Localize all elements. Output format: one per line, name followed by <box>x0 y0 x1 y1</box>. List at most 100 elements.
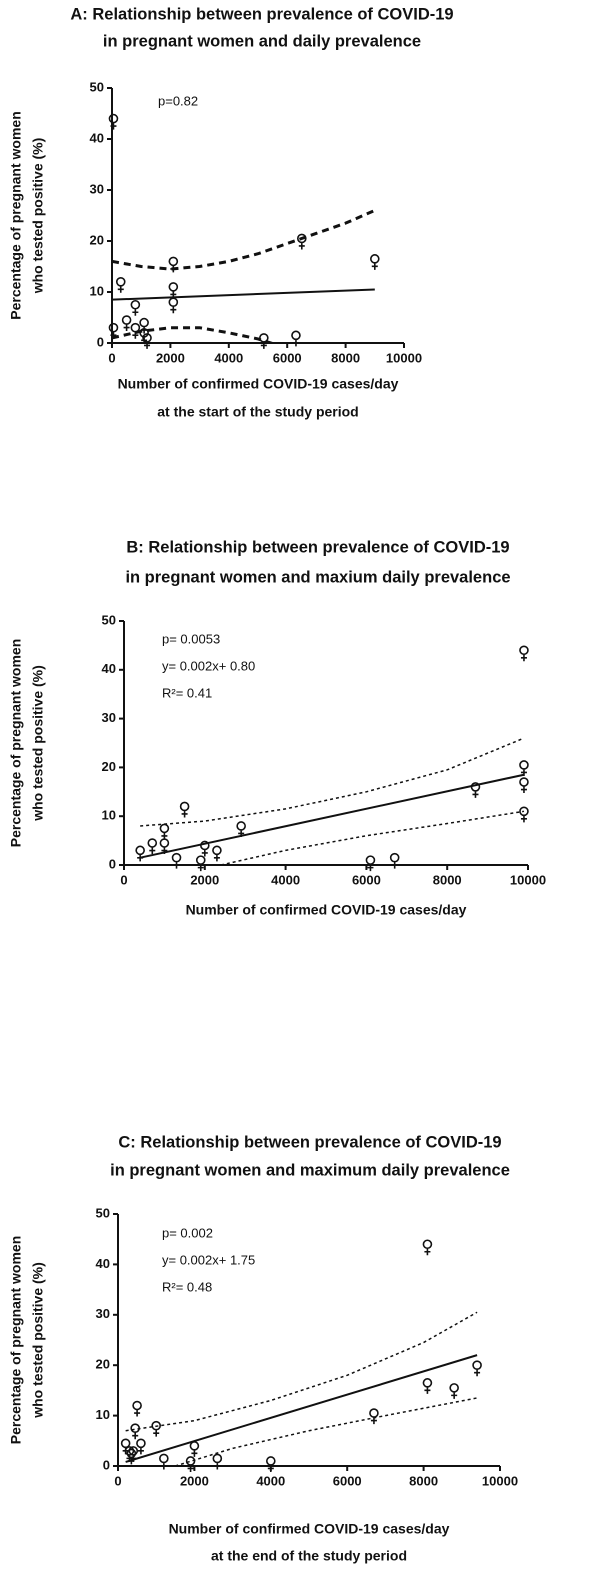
data-point <box>151 1420 162 1437</box>
x-axis-label: Number of confirmed COVID-19 cases/day <box>186 902 467 918</box>
data-point <box>121 315 132 332</box>
x-tick-label: 2000 <box>190 872 219 887</box>
fit-lines <box>139 737 525 865</box>
data-point <box>297 233 307 250</box>
y-axis-label: who tested positive (%) <box>30 1262 46 1419</box>
x-tick-label: 4000 <box>256 1473 285 1488</box>
x-axis-label: at the end of the study period <box>211 1548 407 1564</box>
data-point <box>519 806 529 823</box>
y-tick-label: 10 <box>90 283 104 298</box>
data-point <box>132 1400 142 1417</box>
data-point <box>108 322 119 339</box>
chart-title: in pregnant women and daily prevalence <box>103 32 421 50</box>
x-tick-label: 6000 <box>352 872 381 887</box>
x-tick-label: 2000 <box>156 350 185 365</box>
x-tick-label: 4000 <box>214 350 243 365</box>
y-tick-label: 30 <box>90 181 104 196</box>
y-tick-label: 50 <box>90 79 104 94</box>
y-tick-label: 10 <box>102 808 116 823</box>
annotation: p=0.82 <box>158 93 198 108</box>
data-point <box>159 823 170 840</box>
y-axis-label: Percentage of pregnant women <box>8 639 24 847</box>
x-tick-label: 0 <box>114 1473 121 1488</box>
x-axis-label: at the start of the study period <box>157 404 358 420</box>
y-tick-label: 30 <box>102 710 116 725</box>
data-point <box>168 256 179 273</box>
x-tick-label: 6000 <box>273 350 302 365</box>
data-point <box>212 845 222 862</box>
data-point <box>179 801 190 818</box>
fit-lines <box>112 209 376 343</box>
data-point <box>422 1239 433 1256</box>
confidence-band <box>220 810 525 865</box>
x-tick-label: 6000 <box>333 1473 362 1488</box>
regression-line <box>112 288 375 301</box>
chart-title: A: Relationship between prevalence of CO… <box>70 5 453 23</box>
data-point <box>369 1408 379 1425</box>
regression-line <box>139 773 525 859</box>
x-tick-label: 10000 <box>510 872 546 887</box>
chart-title: in pregnant women and maxium daily preva… <box>125 568 510 586</box>
data-point <box>370 254 380 270</box>
panel: B: Relationship between prevalence of CO… <box>8 538 546 917</box>
confidence-band <box>140 737 525 827</box>
data-point <box>136 1438 146 1455</box>
data-point <box>259 333 269 349</box>
y-tick-label: 40 <box>102 661 116 676</box>
data-point <box>135 845 145 862</box>
data-point <box>130 1423 140 1440</box>
data-point <box>185 1456 196 1472</box>
data-point <box>212 1453 223 1470</box>
data-point <box>139 317 149 334</box>
x-tick-label: 2000 <box>180 1473 209 1488</box>
annotation: y= 0.002x+ 0.80 <box>162 658 255 673</box>
y-axis-label: who tested positive (%) <box>30 665 46 822</box>
panel: C: Relationship between prevalence of CO… <box>8 1133 518 1563</box>
y-axis-label: Percentage of pregnant women <box>8 111 24 319</box>
data-point <box>115 277 126 293</box>
data-point <box>171 852 182 869</box>
confidence-band <box>175 1397 478 1466</box>
y-tick-label: 0 <box>109 856 116 871</box>
chart-title: C: Relationship between prevalence of CO… <box>118 1133 501 1151</box>
x-tick-label: 10000 <box>386 350 422 365</box>
data-point <box>519 760 529 776</box>
y-tick-label: 40 <box>96 1256 110 1271</box>
annotation: p= 0.002 <box>162 1225 213 1240</box>
data-point <box>189 1441 200 1457</box>
x-tick-label: 8000 <box>331 350 360 365</box>
data-point <box>365 855 376 872</box>
y-tick-label: 50 <box>102 612 116 627</box>
annotation: p= 0.0053 <box>162 631 220 646</box>
y-tick-label: 40 <box>90 130 104 145</box>
y-tick-label: 0 <box>103 1457 110 1472</box>
fit-lines <box>125 1311 478 1466</box>
y-tick-label: 50 <box>96 1205 110 1220</box>
data-point <box>519 645 529 662</box>
x-tick-label: 4000 <box>271 872 300 887</box>
data-point <box>519 777 529 794</box>
x-axis-label: Number of confirmed COVID-19 cases/day <box>169 1521 450 1537</box>
data-point <box>159 1453 169 1470</box>
y-tick-label: 20 <box>96 1357 110 1372</box>
data-point <box>142 333 152 349</box>
y-tick-label: 10 <box>96 1407 110 1422</box>
confidence-band <box>112 209 376 271</box>
y-tick-label: 0 <box>97 334 104 349</box>
data-point <box>470 782 481 798</box>
annotation: R²= 0.41 <box>162 685 212 700</box>
y-axis-label: Percentage of pregnant women <box>8 1236 24 1444</box>
data-point <box>200 840 210 857</box>
annotation: R²= 0.48 <box>162 1279 212 1294</box>
data-point <box>108 113 119 130</box>
y-axis-label: who tested positive (%) <box>30 138 46 295</box>
data-point <box>195 855 206 872</box>
chart-title: B: Relationship between prevalence of CO… <box>126 538 509 556</box>
y-tick-label: 20 <box>102 759 116 774</box>
annotation: y= 0.002x+ 1.75 <box>162 1252 255 1267</box>
y-tick-label: 20 <box>90 232 104 247</box>
data-point <box>147 838 158 855</box>
data-point <box>168 297 179 314</box>
data-point <box>236 821 246 837</box>
confidence-band <box>125 1311 478 1432</box>
